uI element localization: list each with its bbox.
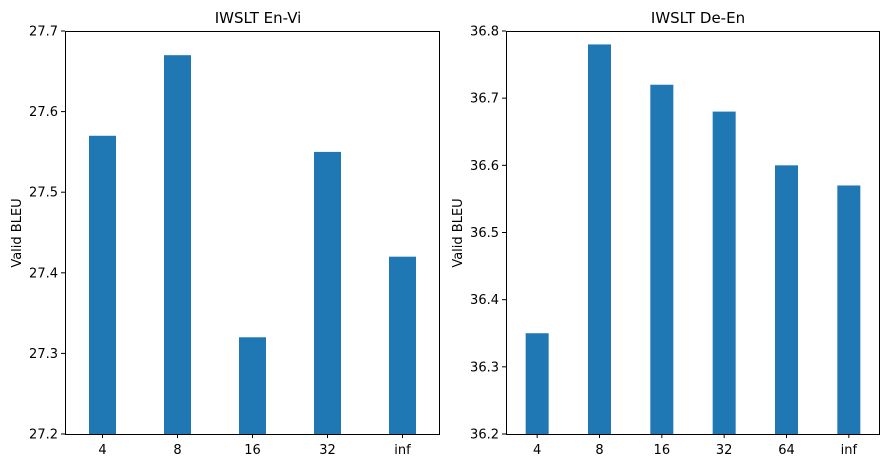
- bar: [712, 111, 736, 434]
- bar: [650, 84, 674, 434]
- x-tick-label: inf: [841, 443, 858, 457]
- bar: [775, 165, 798, 435]
- y-tick-label: 36.2: [470, 428, 499, 443]
- y-tick-label: 27.5: [29, 186, 58, 201]
- x-tick-label: 32: [716, 443, 733, 457]
- y-tick-label: 27.3: [29, 347, 58, 362]
- x-tick-label: inf: [394, 443, 411, 457]
- bar: [89, 135, 116, 434]
- bar-group: [89, 55, 416, 435]
- y-tick-label: 36.8: [470, 25, 499, 40]
- y-tick-label: 36.6: [470, 159, 499, 174]
- y-tick-label: 27.4: [29, 266, 58, 281]
- bar: [525, 333, 549, 434]
- y-tick-label: 27.2: [29, 428, 58, 443]
- x-ticks: 4 8 16 32 inf: [98, 434, 411, 457]
- x-tick-label: 16: [244, 443, 261, 457]
- y-tick-label: 36.3: [470, 360, 499, 375]
- bar: [389, 256, 416, 434]
- chart-title: IWSLT De-En: [651, 9, 745, 27]
- x-tick-label: 16: [654, 443, 671, 457]
- y-tick-label: 36.5: [470, 226, 499, 241]
- bar: [837, 185, 861, 434]
- bar: [239, 337, 266, 434]
- y-tick-label: 27.6: [29, 105, 58, 120]
- plot-frame: [65, 31, 440, 435]
- y-tick-label: 27.7: [29, 25, 58, 40]
- bar-group: [525, 44, 861, 435]
- bar: [588, 44, 611, 434]
- x-tick-label: 4: [533, 443, 541, 457]
- y-axis-label: Valid BLEU: [451, 198, 466, 267]
- y-axis-label: Valid BLEU: [10, 198, 25, 267]
- plot-frame: [506, 31, 880, 435]
- y-tick-label: 36.4: [470, 293, 499, 308]
- chart-iwslt-en-vi: IWSLT En-Vi Valid BLEU 27.227.327.427.52…: [10, 9, 440, 457]
- y-tick-label: 36.7: [470, 92, 499, 107]
- x-tick-label: 32: [319, 443, 336, 457]
- y-ticks: 27.2 27.3 27.4 27.5 27.6 27.7: [29, 25, 65, 443]
- x-tick-label: 64: [778, 443, 795, 457]
- chart-iwslt-de-en: IWSLT De-En Valid BLEU 36.236.336.436.53…: [451, 9, 880, 457]
- bar: [314, 151, 341, 434]
- x-tick-label: 4: [98, 443, 106, 457]
- y-ticks: 36.2 36.3 36.4 36.5 36.6 36.7 36.8: [470, 25, 506, 443]
- x-tick-label: 8: [173, 443, 181, 457]
- chart-title: IWSLT En-Vi: [215, 9, 302, 27]
- x-tick-label: 8: [595, 443, 603, 457]
- x-ticks: 4 8 16 32 64 inf: [533, 434, 857, 457]
- bar: [164, 55, 191, 435]
